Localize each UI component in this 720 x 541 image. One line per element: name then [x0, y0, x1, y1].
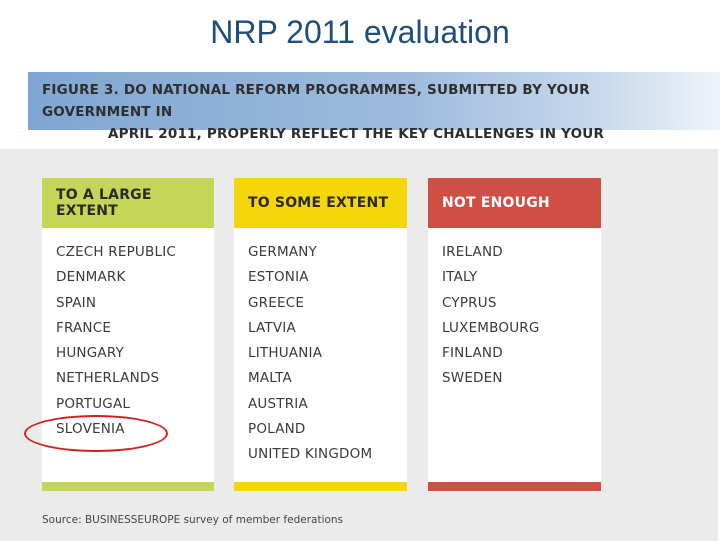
list-item: NETHERLANDS — [56, 370, 160, 387]
list-item: UNITED KINGDOM — [248, 446, 373, 463]
list-item: DENMARK — [56, 269, 126, 286]
list-item: SPAIN — [56, 294, 97, 311]
country-list: IRELAND ITALY CYPRUS LUXEMBOURG FINLAND … — [428, 228, 601, 392]
list-item: CZECH REPUBLIC — [56, 244, 176, 260]
list-item: IRELAND — [442, 244, 503, 260]
figure-title-line-1: FIGURE 3. DO NATIONAL REFORM PROGRAMMES,… — [42, 82, 590, 120]
list-item: CYPRUS — [442, 294, 497, 311]
figure-title-band — [28, 72, 720, 130]
list-item: AUSTRIA — [248, 395, 308, 412]
list-item: SWEDEN — [442, 370, 503, 387]
slide-title: NRP 2011 evaluation — [210, 14, 510, 50]
column-footer-bar — [42, 482, 214, 491]
list-item: LITHUANIA — [248, 345, 323, 362]
list-item: ESTONIA — [248, 269, 309, 286]
list-item: LATVIA — [248, 319, 296, 336]
list-item: MALTA — [248, 370, 292, 387]
country-list: CZECH REPUBLIC DENMARK SPAIN FRANCE HUNG… — [42, 228, 214, 442]
figure-title: FIGURE 3. DO NATIONAL REFORM PROGRAMMES,… — [42, 79, 612, 167]
list-item: GERMANY — [248, 244, 317, 260]
list-item: FRANCE — [56, 319, 112, 336]
list-item: HUNGARY — [56, 345, 124, 362]
list-item: PORTUGAL — [56, 395, 131, 412]
list-item: ITALY — [442, 269, 478, 286]
list-item: LUXEMBOURG — [442, 319, 540, 336]
column-not-enough: NOT ENOUGH IRELAND ITALY CYPRUS LUXEMBOU… — [428, 178, 601, 491]
list-item: GREECE — [248, 294, 305, 311]
country-list: GERMANY ESTONIA GREECE LATVIA LITHUANIA … — [234, 228, 407, 468]
source-note: Source: BUSINESSEUROPE survey of member … — [42, 514, 344, 526]
list-item: POLAND — [248, 421, 306, 438]
column-footer-bar — [234, 482, 407, 491]
highlight-ellipse — [24, 415, 168, 452]
list-item: FINLAND — [442, 345, 503, 362]
column-some-extent: TO SOME EXTENT GERMANY ESTONIA GREECE LA… — [234, 178, 407, 491]
column-heading: TO A LARGE EXTENT — [42, 178, 214, 228]
column-heading: NOT ENOUGH — [428, 178, 601, 228]
column-footer-bar — [428, 482, 601, 491]
column-heading: TO SOME EXTENT — [234, 178, 407, 228]
